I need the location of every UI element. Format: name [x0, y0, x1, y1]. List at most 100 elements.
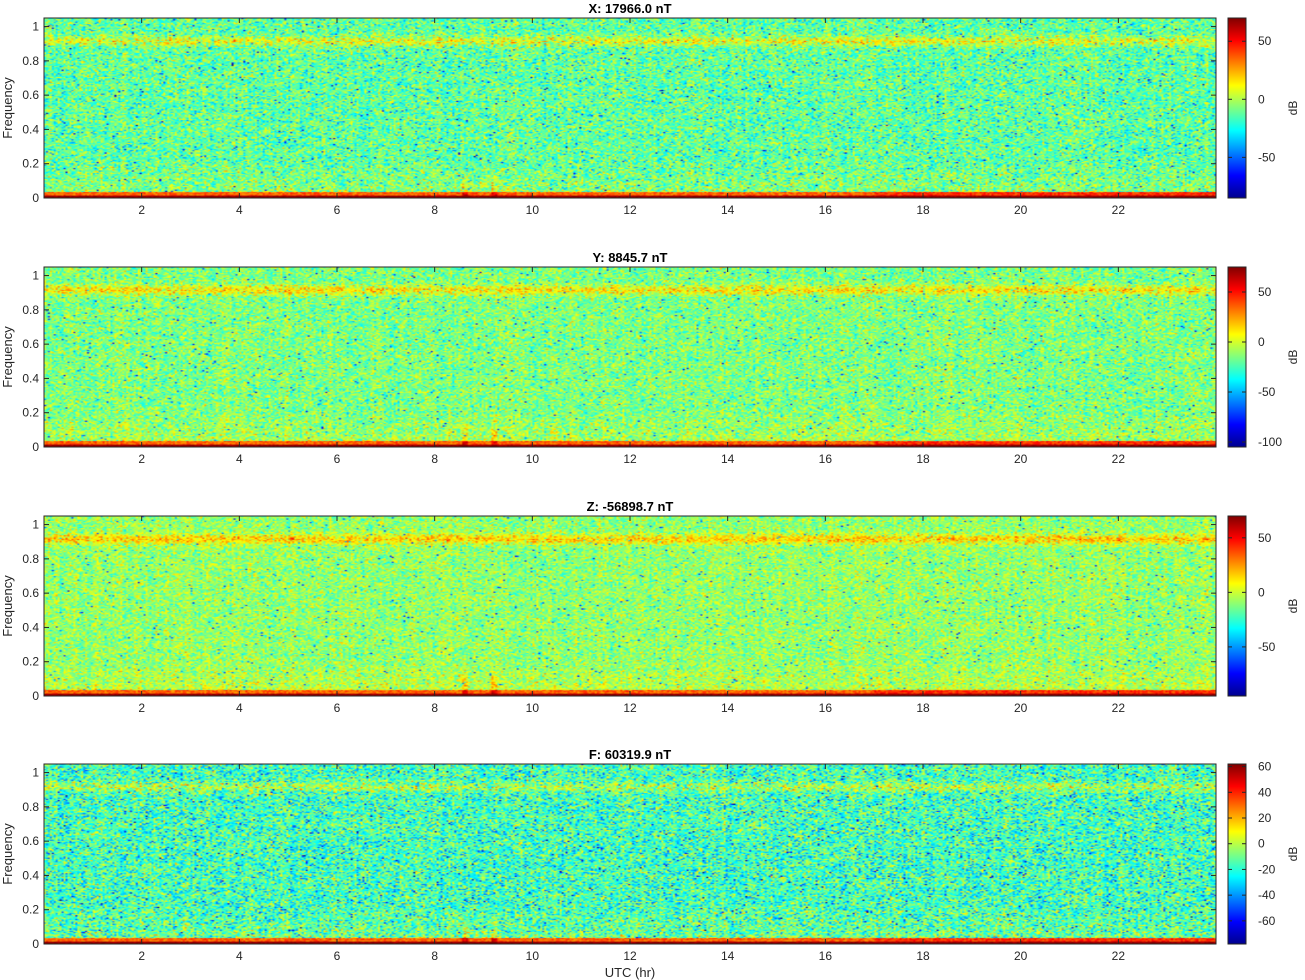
y-tick-label: 1 — [32, 518, 39, 532]
colorbar-frame — [1227, 266, 1247, 448]
x-tick-label: 10 — [526, 949, 540, 963]
colorbar-tick-label: 0 — [1258, 837, 1265, 851]
colorbar: 60 40 20 0 -20 -40 -60 dB — [1227, 760, 1300, 945]
x-tick-label: 10 — [526, 701, 540, 715]
x-tick-label: 16 — [819, 452, 833, 466]
y-tick-label: 0.2 — [22, 157, 39, 171]
colorbar-tick-label: -50 — [1258, 150, 1276, 164]
spectrogram-image — [44, 516, 1216, 696]
x-tick-label: 20 — [1014, 701, 1028, 715]
y-axis-label: Frequency — [0, 575, 15, 637]
y-axis-label: Frequency — [0, 77, 15, 139]
spectrogram-image — [44, 764, 1216, 944]
y-tick-label: 0.8 — [22, 800, 39, 814]
y-tick-label: 0.8 — [22, 303, 39, 317]
x-tick-label: 20 — [1014, 203, 1028, 217]
x-tick-label: 22 — [1112, 701, 1126, 715]
colorbar: 50 0 -50 -100 dB — [1227, 266, 1300, 449]
y-tick-label: 0.2 — [22, 655, 39, 669]
x-tick-label: 10 — [526, 203, 540, 217]
y-tick-label: 0 — [32, 440, 39, 454]
x-tick-label: 14 — [721, 452, 735, 466]
colorbar-tick-label: -50 — [1258, 640, 1276, 654]
x-tick-label: 18 — [916, 949, 930, 963]
x-tick-label: 22 — [1112, 452, 1126, 466]
x-tick-label: 22 — [1112, 203, 1126, 217]
panel-title: Y: 8845.7 nT — [593, 250, 668, 265]
x-tick-label: 12 — [623, 701, 637, 715]
x-tick-label: 2 — [138, 701, 145, 715]
colorbar-tick-label: 60 — [1258, 760, 1272, 774]
colorbar-tick-label: 0 — [1258, 335, 1265, 349]
colorbar-label: dB — [1286, 101, 1300, 116]
y-tick-label: 1 — [32, 269, 39, 283]
colorbar-tick-label: 50 — [1258, 34, 1272, 48]
y-tick-label: 1 — [32, 20, 39, 34]
x-tick-label: 22 — [1112, 949, 1126, 963]
x-tick-label: 16 — [819, 203, 833, 217]
x-tick-label: 4 — [236, 452, 243, 466]
colorbar-tick-label: 20 — [1258, 811, 1272, 825]
x-tick-label: 2 — [138, 949, 145, 963]
y-tick-label: 0.6 — [22, 337, 39, 351]
x-tick-label: 12 — [623, 203, 637, 217]
y-tick-label: 0.6 — [22, 88, 39, 102]
x-tick-label: 20 — [1014, 452, 1028, 466]
x-tick-label: 4 — [236, 203, 243, 217]
y-tick-label: 0 — [32, 689, 39, 703]
colorbar-gradient — [1228, 516, 1246, 696]
spectrogram-panel: Z: -56898.7 nT2 4 6 8 10 12 14 16 18 20 2200.20.40… — [0, 499, 1300, 715]
x-tick-label: 8 — [431, 701, 438, 715]
x-tick-label: 6 — [334, 949, 341, 963]
y-tick-label: 0.6 — [22, 586, 39, 600]
y-tick-label: 0.4 — [22, 371, 39, 385]
x-tick-label: 10 — [526, 452, 540, 466]
colorbar-label: dB — [1286, 350, 1300, 365]
y-tick-label: 0 — [32, 937, 39, 951]
x-tick-label: 18 — [916, 452, 930, 466]
spectrogram-image — [44, 18, 1216, 198]
panel-title: F: 60319.9 nT — [589, 747, 671, 762]
panel-title: Z: -56898.7 nT — [587, 499, 674, 514]
colorbar-tick-label: 0 — [1258, 585, 1265, 599]
spectrogram-panel: F: 60319.9 nT2 4 6 8 10 12 14 16 18 20 2200.20.40.… — [0, 747, 1300, 980]
y-axis-label: Frequency — [0, 823, 15, 885]
y-tick-label: 0.8 — [22, 54, 39, 68]
y-tick-label: 0.4 — [22, 122, 39, 136]
y-tick-label: 0.2 — [22, 406, 39, 420]
spectrogram-image — [44, 267, 1216, 447]
x-tick-label: 20 — [1014, 949, 1028, 963]
colorbar-tick-label: -40 — [1258, 888, 1276, 902]
y-tick-label: 0.4 — [22, 868, 39, 882]
panel-title: X: 17966.0 nT — [588, 1, 671, 16]
colorbar-gradient — [1228, 267, 1246, 447]
colorbar: 50 0 -50 dB — [1227, 515, 1300, 697]
colorbar-tick-label: -60 — [1258, 914, 1276, 928]
x-tick-label: 6 — [334, 452, 341, 466]
colorbar-tick-label: -50 — [1258, 385, 1276, 399]
y-axis-label: Frequency — [0, 326, 15, 388]
colorbar-tick-label: -100 — [1258, 435, 1282, 449]
x-tick-label: 4 — [236, 949, 243, 963]
x-tick-label: 12 — [623, 452, 637, 466]
colorbar-frame — [1227, 515, 1247, 697]
colorbar-gradient — [1228, 764, 1246, 944]
x-tick-label: 2 — [138, 452, 145, 466]
colorbar-label: dB — [1286, 599, 1300, 614]
x-tick-label: 18 — [916, 203, 930, 217]
x-tick-label: 8 — [431, 452, 438, 466]
spectrogram-panel: X: 17966.0 nT2 4 6 8 10 12 14 16 18 20 2200.20.40.… — [0, 1, 1300, 217]
x-tick-label: 8 — [431, 949, 438, 963]
y-tick-label: 0.6 — [22, 834, 39, 848]
x-tick-label: 4 — [236, 701, 243, 715]
x-tick-label: 14 — [721, 203, 735, 217]
colorbar-tick-label: 0 — [1258, 92, 1265, 106]
colorbar-tick-label: -20 — [1258, 862, 1276, 876]
x-axis-label: UTC (hr) — [605, 965, 656, 980]
y-tick-label: 0.4 — [22, 620, 39, 634]
colorbar-tick-label: 50 — [1258, 285, 1272, 299]
y-tick-label: 1 — [32, 766, 39, 780]
y-tick-label: 0.8 — [22, 552, 39, 566]
colorbar-tick-label: 40 — [1258, 785, 1272, 799]
x-tick-label: 16 — [819, 701, 833, 715]
